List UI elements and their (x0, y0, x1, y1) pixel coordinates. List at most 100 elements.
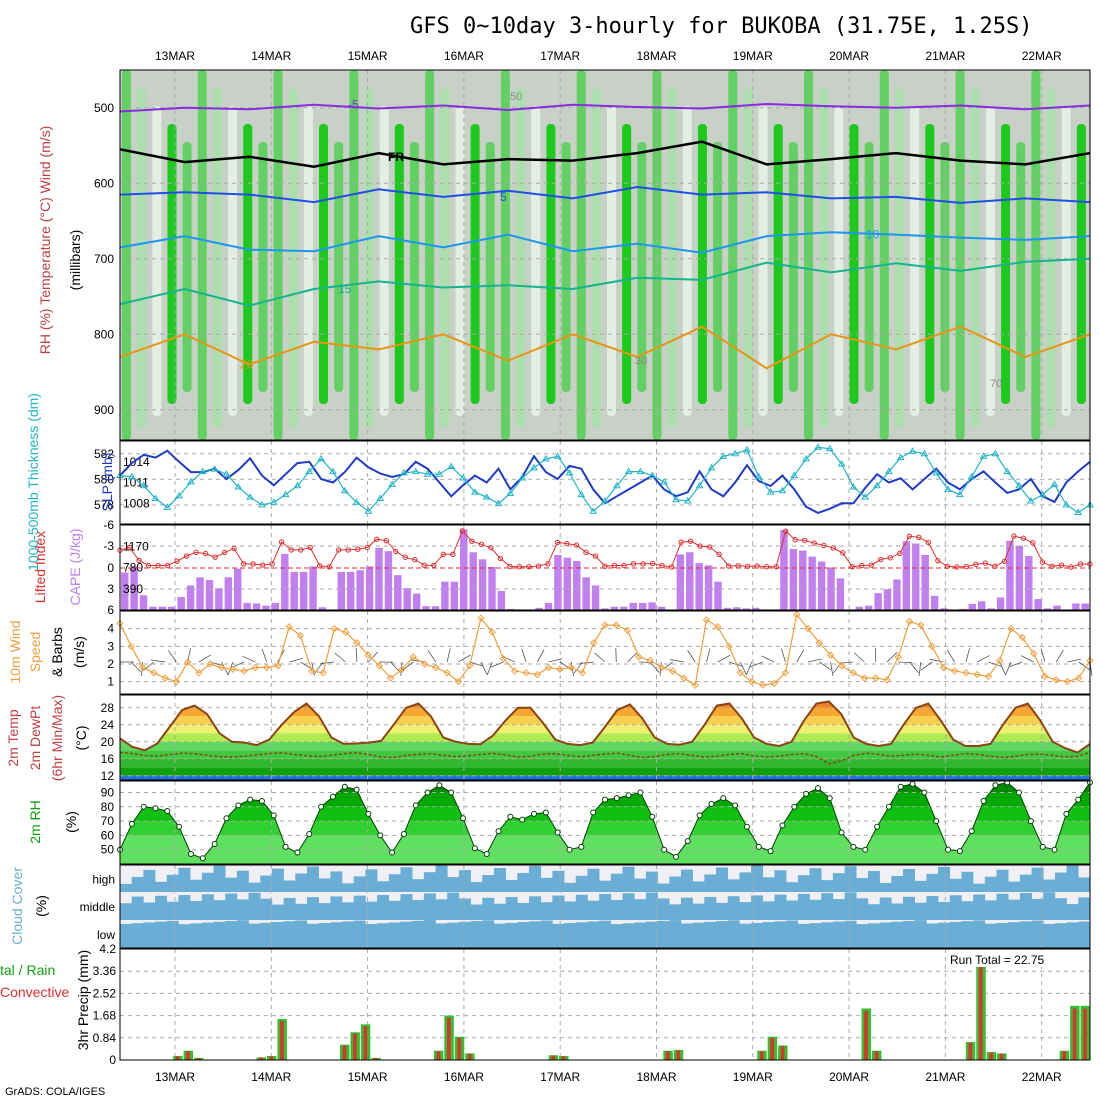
lifted-index-marker (1020, 535, 1027, 541)
dewpoint-line (119, 751, 1091, 765)
rh-shade (591, 88, 601, 428)
cloud-low-bar (143, 922, 156, 948)
cape-bar (478, 559, 487, 610)
cloud-low-bar (704, 921, 717, 948)
cape-bar (365, 566, 374, 610)
thickness-marker (470, 488, 479, 495)
rh-marker (507, 813, 514, 820)
rh-marker (696, 812, 703, 819)
lifted-index-marker (212, 554, 218, 560)
cape-bar (610, 606, 619, 610)
cape-bar (648, 602, 656, 610)
rh-marker (945, 846, 952, 853)
cape-bar (130, 566, 138, 610)
cloud-middle-bar (260, 898, 273, 920)
bottom-date-label: 17MAR (540, 1070, 580, 1084)
thickness-marker (672, 495, 680, 503)
thickness-marker (340, 486, 349, 494)
wind-barb (573, 661, 583, 674)
cloud-high-bar (575, 875, 588, 892)
isotherm-line (119, 231, 1091, 254)
precip-convective-bar (1062, 1051, 1067, 1060)
wind-barb (886, 651, 898, 663)
cloud-low-bar (762, 922, 775, 948)
wind-barb (627, 651, 638, 663)
cape-bar (422, 606, 430, 610)
wind-barb (649, 661, 660, 673)
thickness-marker (246, 493, 255, 500)
rh-shade (197, 70, 207, 440)
rh-marker (128, 820, 135, 827)
wind-ylabel-line3: & Barbs (49, 627, 65, 677)
thickness-marker (400, 468, 408, 476)
cloud-middle-bar (762, 901, 775, 920)
isotherm-line (119, 325, 1091, 370)
rh-marker (400, 830, 407, 837)
top-date-label: 20MAR (829, 49, 869, 63)
rh-marker (471, 845, 478, 852)
cloud-high-bar (727, 879, 740, 892)
cloud-low-bar (120, 923, 132, 948)
cloud-low-bar (961, 921, 974, 948)
lifted-index-marker (982, 560, 989, 566)
cloud-middle-bar (342, 902, 355, 920)
cloud-middle-bar (1078, 897, 1091, 920)
rh-shade (152, 106, 162, 416)
cloud-middle-bar (412, 900, 425, 920)
rh-shade (576, 70, 586, 440)
cloud-low-bar (949, 921, 962, 948)
lifted-index-marker (126, 544, 133, 551)
li-tick-label: 0 (107, 561, 114, 575)
cloud-high-bar (774, 870, 787, 892)
pressure-tick-label: 800 (94, 327, 114, 341)
wind-speed-marker (556, 665, 564, 673)
wind-barb (548, 658, 563, 663)
lifted-index-marker (155, 562, 161, 569)
cloud-low-bar (903, 920, 915, 948)
precip-convective-bar (864, 1011, 868, 1060)
rh-shade (925, 124, 935, 404)
wind-tick-label: 4 (107, 622, 114, 636)
cape-bar (582, 577, 590, 610)
lifted-index-marker (906, 533, 913, 540)
minmax-ylabel: (6hr Min/Max) (49, 695, 65, 781)
rh-marker (1039, 843, 1046, 850)
thickness-marker (979, 452, 988, 459)
cape-bar (544, 602, 553, 610)
lifted-index-marker (269, 561, 275, 567)
thickness-marker (790, 471, 799, 478)
rh-marker (684, 838, 691, 845)
cloud-high-bar (599, 880, 612, 892)
lifted-index-marker (297, 547, 304, 553)
bottom-date-label: 22MAR (1022, 1070, 1062, 1084)
rh-shade (470, 124, 480, 404)
cape-bar (1034, 599, 1042, 610)
rh-shade (819, 88, 829, 428)
wind-barb (687, 650, 696, 663)
cloud-middle-bar (984, 900, 997, 920)
precip-convective-bar (446, 1017, 451, 1060)
wind-speed-marker (308, 667, 316, 675)
cloud-high-bar (961, 871, 974, 892)
lifted-index-marker (469, 538, 475, 544)
cape-bar (441, 581, 449, 610)
precip-convective-bar (561, 1056, 566, 1060)
cape-bar (638, 602, 647, 610)
lifted-index-marker (288, 547, 294, 553)
lifted-index-marker (317, 563, 323, 569)
thickness-marker (151, 494, 160, 501)
lifted-index-marker (145, 562, 152, 569)
temp-band (120, 775, 1090, 780)
cloud-middle-bar (1019, 893, 1032, 920)
cape-bar (780, 529, 788, 610)
cape-bar (1015, 545, 1024, 610)
wind-barb (739, 661, 747, 675)
cloud-low-bar (283, 921, 296, 948)
cape-bar (733, 607, 741, 610)
cloud-middle-bar (564, 901, 577, 920)
rh-marker (767, 848, 774, 855)
thickness-marker (814, 443, 822, 450)
thickness-marker (269, 498, 278, 505)
precip-convective-bar (269, 1056, 274, 1060)
wind-speed-marker (150, 669, 158, 677)
